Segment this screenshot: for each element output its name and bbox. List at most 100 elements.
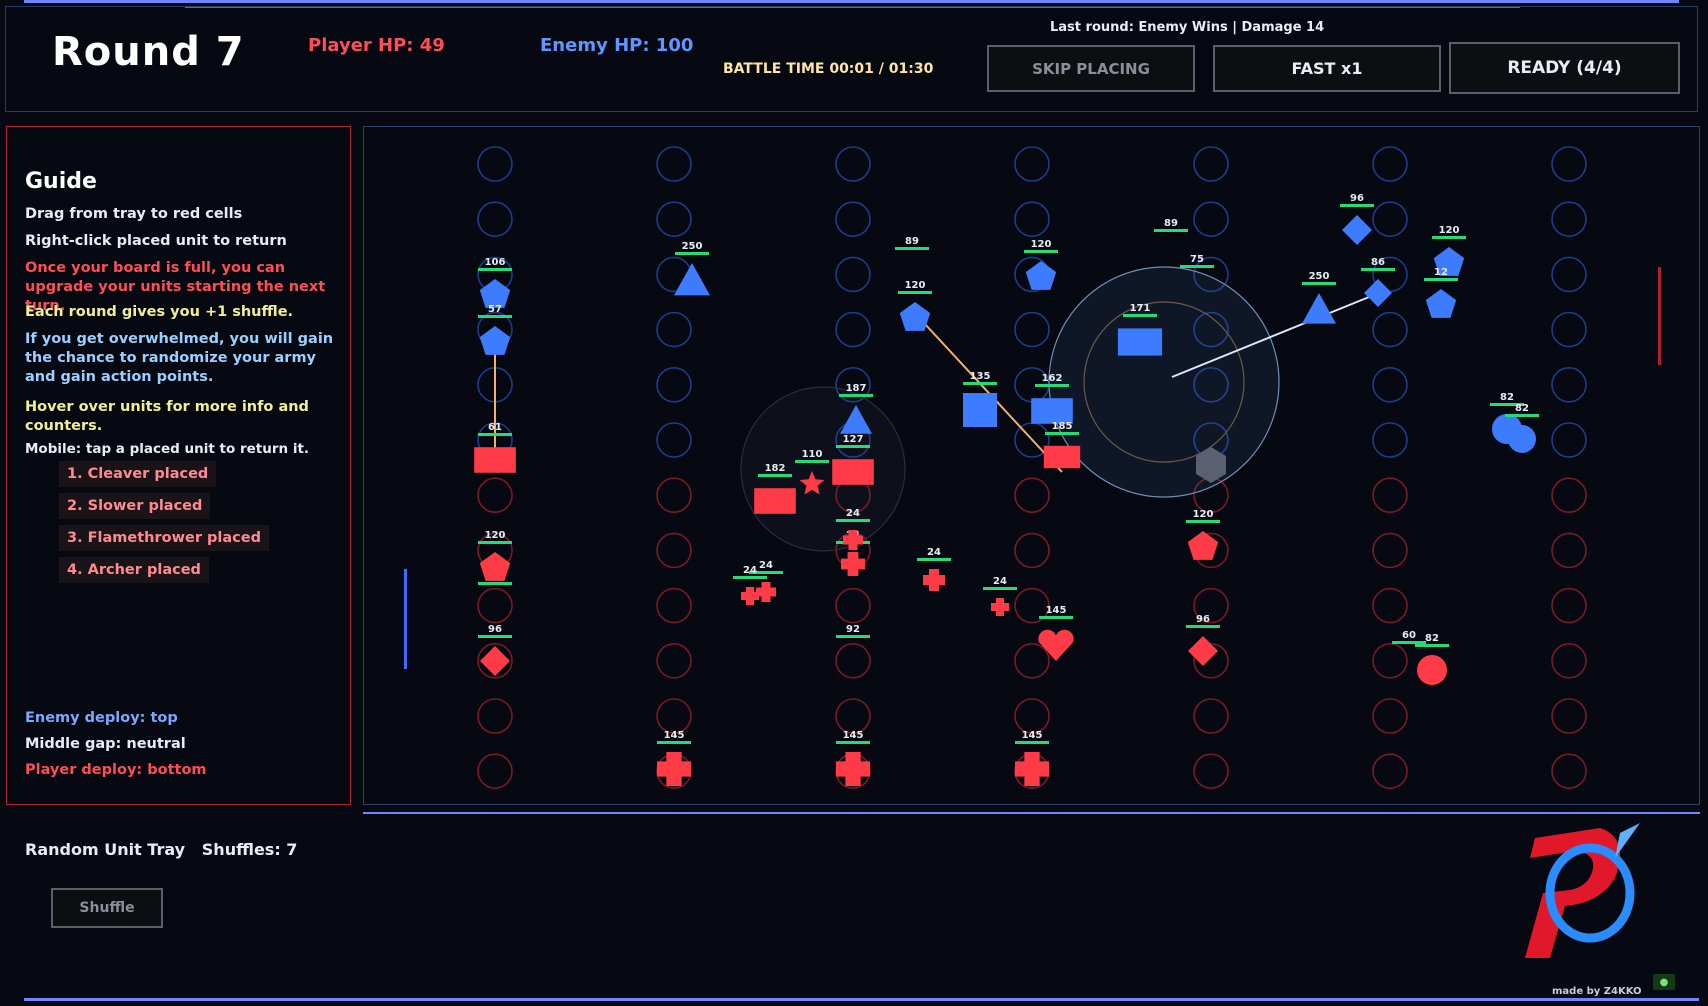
board-cell[interactable] — [1551, 201, 1587, 237]
board-cell[interactable] — [1193, 146, 1229, 182]
board-cell[interactable] — [1014, 642, 1050, 679]
board-cell[interactable] — [1372, 201, 1408, 237]
board-cell[interactable] — [835, 146, 871, 182]
enemy-unit-moon[interactable] — [1160, 240, 1176, 270]
shuffle-button[interactable]: Shuffle — [51, 888, 163, 928]
player-unit-cross[interactable] — [741, 587, 759, 605]
enemy-unit-pentagon[interactable] — [1425, 289, 1457, 318]
board-cell[interactable] — [477, 698, 513, 734]
player-unit-cross[interactable] — [657, 752, 691, 786]
board-cell[interactable] — [1372, 366, 1408, 403]
board-cell[interactable] — [1193, 753, 1229, 790]
board-cell[interactable] — [1014, 532, 1050, 569]
board-cell[interactable] — [835, 366, 871, 403]
player-unit-pentagon[interactable] — [1187, 531, 1219, 560]
board-cell[interactable] — [656, 698, 692, 734]
board-cell[interactable] — [1551, 311, 1587, 348]
board-cell[interactable] — [1372, 532, 1408, 569]
board-cell[interactable] — [656, 146, 692, 182]
board-cell[interactable] — [1014, 698, 1050, 734]
board-cell[interactable] — [1551, 366, 1587, 403]
enemy-unit-pentagon[interactable] — [1433, 247, 1465, 276]
player-unit-rect[interactable] — [1043, 445, 1081, 469]
board-cell[interactable] — [1014, 146, 1050, 182]
player-unit-moon[interactable] — [841, 646, 858, 678]
enemy-unit-rect[interactable] — [1117, 328, 1163, 356]
board-cell[interactable] — [1193, 256, 1229, 293]
board-cell[interactable] — [477, 587, 513, 624]
board-cell[interactable] — [656, 201, 692, 237]
enemy-unit-triangle[interactable] — [1302, 293, 1336, 324]
board-cell[interactable] — [1372, 422, 1408, 458]
board-cell[interactable] — [1551, 477, 1587, 514]
player-unit-rect[interactable] — [754, 488, 796, 514]
board-cell[interactable] — [1372, 753, 1408, 790]
board-cell[interactable] — [1014, 477, 1050, 514]
board-cell[interactable] — [477, 477, 513, 514]
board-cell[interactable] — [1372, 146, 1408, 182]
player-unit-heart[interactable] — [1038, 629, 1074, 661]
enemy-unit-diamond[interactable] — [1342, 215, 1372, 245]
board-cell[interactable] — [1551, 698, 1587, 734]
board-cell[interactable] — [656, 532, 692, 569]
player-unit-star[interactable] — [799, 471, 825, 495]
board-cell[interactable] — [1193, 642, 1229, 679]
board-cell[interactable] — [1193, 366, 1229, 403]
board-canvas[interactable]: 106 57 250 89 120 120 89 75 171 96 86 250 120 12 187 13… — [364, 127, 1701, 806]
board-cell[interactable] — [477, 642, 513, 679]
player-unit-cross[interactable] — [756, 582, 776, 602]
skip-placing-button[interactable]: SKIP PLACING — [987, 45, 1195, 92]
board-cell[interactable] — [835, 201, 871, 237]
board-cell[interactable] — [835, 311, 871, 348]
player-unit-cross[interactable] — [841, 552, 865, 576]
player-unit-rect[interactable] — [832, 459, 874, 485]
board-cell[interactable] — [477, 753, 513, 790]
player-unit-circle[interactable] — [1417, 655, 1447, 685]
board-cell[interactable] — [477, 201, 513, 237]
board-cell[interactable] — [1551, 587, 1587, 624]
player-unit-cross[interactable] — [923, 569, 945, 591]
board-cell[interactable] — [1551, 256, 1587, 293]
enemy-unit-pentagon[interactable] — [899, 302, 931, 331]
board-cell[interactable] — [1014, 311, 1050, 348]
board-cell[interactable] — [835, 587, 871, 624]
player-unit-diamond[interactable] — [480, 646, 510, 676]
board-cell[interactable] — [1551, 422, 1587, 458]
player-unit-cross[interactable] — [836, 752, 870, 786]
board-cell[interactable] — [1551, 532, 1587, 569]
board-cell[interactable] — [656, 642, 692, 679]
board-cell[interactable] — [656, 422, 692, 458]
enemy-unit-diamond[interactable] — [1364, 279, 1392, 307]
player-unit-cross[interactable] — [991, 598, 1009, 616]
ready-button[interactable]: READY (4/4) — [1449, 42, 1680, 94]
board-cell[interactable] — [477, 146, 513, 182]
battle-board[interactable]: 106 57 250 89 120 120 89 75 171 96 86 250 120 12 187 13… — [363, 126, 1700, 805]
enemy-unit-triangle[interactable] — [674, 263, 710, 296]
board-cell[interactable] — [835, 256, 871, 293]
player-unit-diamond[interactable] — [1188, 636, 1218, 666]
board-cell[interactable] — [1372, 587, 1408, 624]
board-cell[interactable] — [656, 477, 692, 514]
enemy-unit-pentagon[interactable] — [479, 279, 511, 308]
enemy-unit-pentagon[interactable] — [1025, 261, 1057, 290]
board-cell[interactable] — [1193, 201, 1229, 237]
player-unit-pentagon[interactable] — [479, 552, 511, 581]
board-cell[interactable] — [1193, 698, 1229, 734]
board-cell[interactable] — [1372, 642, 1408, 679]
board-cell[interactable] — [1551, 642, 1587, 679]
board-cell[interactable] — [835, 698, 871, 734]
enemy-unit-pentagon[interactable] — [479, 326, 511, 355]
board-cell[interactable] — [1193, 587, 1229, 624]
board-cell[interactable] — [1551, 753, 1587, 790]
board-cell[interactable] — [1193, 311, 1229, 348]
player-unit-rect[interactable] — [474, 447, 516, 473]
board-cell[interactable] — [1372, 698, 1408, 734]
board-cell[interactable] — [1014, 587, 1050, 624]
speed-button[interactable]: FAST x1 — [1213, 45, 1441, 92]
enemy-unit-square[interactable] — [963, 393, 997, 427]
enemy-unit-circle[interactable] — [1508, 425, 1536, 453]
player-unit-cross[interactable] — [843, 530, 863, 550]
player-unit-cross[interactable] — [1015, 752, 1049, 786]
board-cell[interactable] — [1014, 201, 1050, 237]
board-cell[interactable] — [1551, 146, 1587, 182]
